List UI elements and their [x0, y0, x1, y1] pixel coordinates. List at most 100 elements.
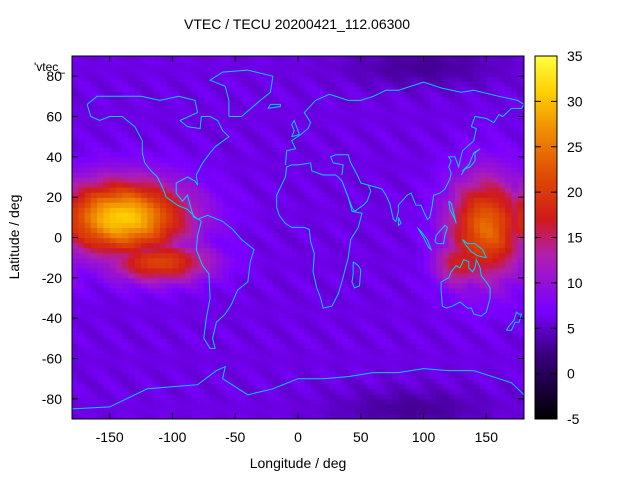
- heatmap-cell: [379, 151, 387, 158]
- heatmap-cell: [310, 267, 318, 274]
- heatmap-cell: [260, 192, 268, 198]
- heatmap-cell: [266, 287, 274, 294]
- heatmap-cell: [411, 338, 418, 344]
- heatmap-cell: [341, 338, 349, 344]
- heatmap-cell: [197, 111, 205, 118]
- heatmap-cell: [404, 363, 412, 370]
- heatmap-cell: [367, 237, 374, 244]
- heatmap-cell: [228, 166, 236, 173]
- heatmap-cell: [159, 388, 167, 395]
- heatmap-cell: [354, 272, 362, 279]
- heatmap-cell: [436, 217, 443, 223]
- heatmap-cell: [505, 393, 513, 400]
- heatmap-cell: [385, 267, 393, 274]
- heatmap-cell: [172, 272, 180, 279]
- heatmap-cell: [323, 247, 330, 254]
- heatmap-cell: [316, 383, 324, 390]
- heatmap-cell: [235, 182, 243, 188]
- heatmap-cell: [291, 398, 299, 405]
- heatmap-cell: [172, 368, 180, 375]
- heatmap-cell: [210, 343, 217, 350]
- heatmap-cell: [84, 116, 92, 123]
- heatmap-cell: [473, 151, 481, 158]
- heatmap-cell: [185, 227, 192, 234]
- heatmap-cell: [90, 202, 98, 208]
- heatmap-cell: [109, 96, 117, 102]
- heatmap-cell: [228, 318, 236, 324]
- heatmap-cell: [379, 348, 387, 355]
- heatmap-cell: [279, 161, 287, 168]
- heatmap-cell: [291, 136, 299, 143]
- heatmap-cell: [90, 187, 98, 193]
- heatmap-cell: [109, 166, 117, 173]
- heatmap-cell: [480, 71, 487, 77]
- heatmap-cell: [373, 131, 381, 138]
- heatmap-cell: [84, 358, 92, 365]
- heatmap-cell: [109, 61, 117, 67]
- heatmap-cell: [210, 156, 217, 163]
- heatmap-cell: [197, 71, 205, 77]
- heatmap-cell: [103, 141, 111, 148]
- heatmap-cell: [203, 267, 211, 274]
- heatmap-cell: [505, 287, 513, 294]
- heatmap-cell: [448, 227, 456, 234]
- heatmap-cell: [461, 267, 469, 274]
- heatmap-cell: [84, 277, 92, 284]
- heatmap-cell: [103, 323, 111, 329]
- heatmap-cell: [235, 252, 243, 259]
- heatmap-cell: [442, 146, 450, 153]
- heatmap-cell: [423, 262, 431, 269]
- heatmap-cell: [291, 177, 299, 183]
- heatmap-cell: [354, 56, 362, 62]
- heatmap-cell: [72, 262, 79, 269]
- heatmap-cell: [103, 146, 111, 153]
- heatmap-cell: [454, 182, 462, 188]
- heatmap-cell: [178, 166, 186, 173]
- heatmap-cell: [417, 151, 425, 158]
- heatmap-cell: [203, 166, 211, 173]
- heatmap-cell: [235, 262, 243, 269]
- heatmap-cell: [178, 247, 186, 254]
- heatmap-cell: [404, 146, 412, 153]
- heatmap-cell: [411, 166, 418, 173]
- heatmap-cell: [448, 363, 456, 370]
- heatmap-cell: [191, 292, 199, 299]
- heatmap-cell: [97, 328, 104, 334]
- heatmap-cell: [354, 363, 362, 370]
- heatmap-cell: [367, 116, 374, 123]
- heatmap-cell: [115, 403, 123, 410]
- heatmap-cell: [423, 207, 431, 213]
- heatmap-cell: [272, 247, 280, 254]
- heatmap-cell: [197, 91, 205, 97]
- heatmap-cell: [78, 202, 86, 208]
- heatmap-cell: [291, 222, 299, 229]
- heatmap-cell: [185, 292, 192, 299]
- heatmap-cell: [159, 287, 167, 294]
- heatmap-cell: [498, 262, 506, 269]
- heatmap-cell: [216, 413, 224, 419]
- heatmap-cell: [153, 96, 161, 102]
- heatmap-cell: [404, 338, 412, 344]
- heatmap-cell: [467, 368, 475, 375]
- heatmap-cell: [166, 217, 174, 223]
- heatmap-cell: [429, 177, 437, 183]
- heatmap-cell: [492, 343, 500, 350]
- heatmap-cell: [191, 408, 199, 415]
- heatmap-cell: [429, 282, 437, 289]
- heatmap-cell: [442, 333, 450, 339]
- heatmap-cell: [385, 388, 393, 395]
- heatmap-cell: [411, 71, 418, 77]
- heatmap-cell: [228, 373, 236, 380]
- heatmap-cell: [97, 81, 104, 87]
- heatmap-cell: [291, 126, 299, 133]
- heatmap-cell: [316, 323, 324, 329]
- heatmap-cell: [266, 182, 274, 188]
- heatmap-cell: [373, 388, 381, 395]
- heatmap-cell: [442, 262, 450, 269]
- heatmap-cell: [329, 177, 337, 183]
- heatmap-cell: [304, 81, 312, 87]
- heatmap-cell: [241, 96, 249, 102]
- heatmap-cell: [90, 348, 98, 355]
- heatmap-cell: [367, 71, 374, 77]
- heatmap-cell: [109, 227, 117, 234]
